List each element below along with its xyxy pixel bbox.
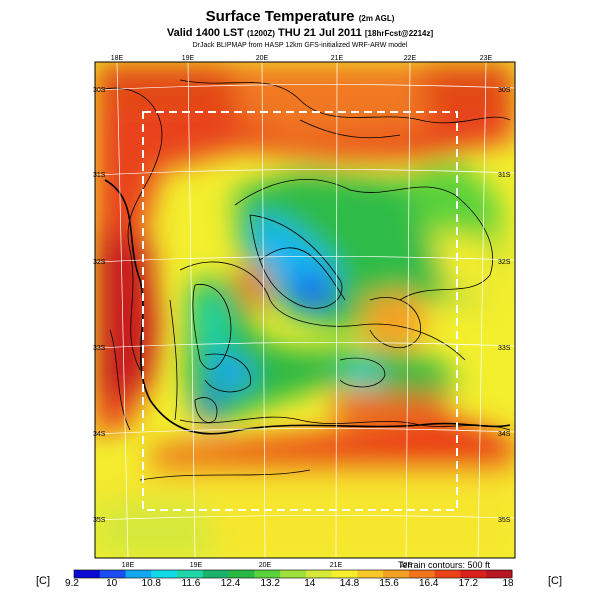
colorbar-tick-label: 15.6: [379, 578, 399, 589]
colorbar-swatch: [280, 570, 307, 578]
title-note: (2m AGL): [358, 14, 395, 23]
colorbar-swatch: [74, 570, 101, 578]
colorbar-tick-label: 12.4: [220, 578, 241, 589]
colorbar-tick-label: 9.2: [65, 578, 79, 589]
lat-label-left: 33S: [93, 345, 106, 352]
map-title: Surface Temperature (2m AGL): [0, 8, 600, 25]
lon-label-top: 21E: [331, 55, 344, 62]
colorbar-swatch: [125, 570, 152, 578]
colorbar-swatch: [331, 570, 358, 578]
lon-label-bottom: 18E: [122, 562, 135, 569]
lon-label-top: 22E: [404, 55, 417, 62]
colorbar-swatch: [383, 570, 410, 578]
colorbar-swatch: [177, 570, 204, 578]
inner-domain-box: [142, 111, 458, 511]
colorbar-swatch: [151, 570, 178, 578]
colorbar-tick-label: 18: [502, 578, 514, 589]
colorbar-swatch: [434, 570, 461, 578]
lon-label-bottom: 20E: [259, 562, 272, 569]
lat-label-right: 34S: [498, 431, 511, 438]
temperature-field: [95, 62, 515, 558]
lat-label-right: 32S: [498, 259, 511, 266]
lon-label-bottom: 21E: [330, 562, 343, 569]
lat-label-left: 35S: [93, 517, 106, 524]
title-text: Surface Temperature: [205, 8, 355, 25]
colorbar-tick-label: 16.4: [418, 578, 439, 589]
colorbar-tick-label: 13.2: [260, 578, 280, 589]
colorbar-swatch: [99, 570, 127, 578]
lat-label-left: 30S: [93, 87, 106, 94]
lon-label-bottom: 22E: [400, 562, 413, 569]
lat-label-right: 35S: [498, 517, 511, 524]
colorbar-tick-label: 14.8: [339, 578, 360, 589]
colorbar-outline: [73, 569, 513, 579]
valid-time-line: Valid 1400 LST (1200Z) THU 21 Jul 2011 […: [0, 27, 600, 39]
colorbar-swatch: [228, 570, 255, 578]
colorbar-swatch: [305, 570, 333, 578]
valid-main: Valid 1400 LST: [166, 27, 244, 39]
colorbar-swatch: [254, 570, 281, 578]
colorbar-swatch: [357, 570, 384, 578]
lat-label-left: 31S: [93, 172, 106, 179]
lon-label-bottom: 19E: [190, 562, 203, 569]
terrain-contour-note: Terrain contours: 500 ft: [398, 560, 491, 570]
valid-date: THU 21 Jul 2011: [278, 27, 362, 39]
lon-label-top: 20E: [256, 55, 269, 62]
valid-fcst: [18hrFcst@2214z]: [364, 29, 434, 38]
model-credit: DrJack BLIPMAP from HASP 12km GFS-initia…: [192, 42, 408, 49]
terrain-contours: [99, 79, 511, 481]
lat-label-left: 32S: [93, 259, 106, 266]
lat-label-left: 34S: [93, 431, 106, 438]
lon-label-top: 18E: [111, 55, 124, 62]
lat-label-right: 33S: [498, 345, 511, 352]
valid-code: (1200Z): [246, 29, 275, 38]
colorbar-unit-left: [C]: [36, 575, 51, 587]
colorbar-unit-right: [C]: [548, 575, 563, 587]
lat-label-right: 31S: [498, 172, 511, 179]
colorbar-tick-label: 11.6: [181, 578, 201, 589]
colorbar-tick-label: 14: [304, 578, 316, 589]
colorbar-swatch: [460, 570, 487, 578]
lon-label-top: 23E: [480, 55, 493, 62]
colorbar-swatch: [202, 570, 230, 578]
colorbar-swatch: [408, 570, 436, 578]
graticule: [95, 62, 515, 558]
colorbar-swatch: [486, 570, 513, 578]
map-frame: [94, 61, 516, 559]
colorbar-tick-label: 10.8: [141, 578, 161, 589]
lat-label-right: 30S: [498, 87, 511, 94]
colorbar-tick-label: 10: [106, 578, 118, 589]
lon-label-top: 19E: [182, 55, 195, 62]
color-scale-bar: [73, 569, 513, 579]
colorbar-tick-label: 17.2: [458, 578, 479, 589]
